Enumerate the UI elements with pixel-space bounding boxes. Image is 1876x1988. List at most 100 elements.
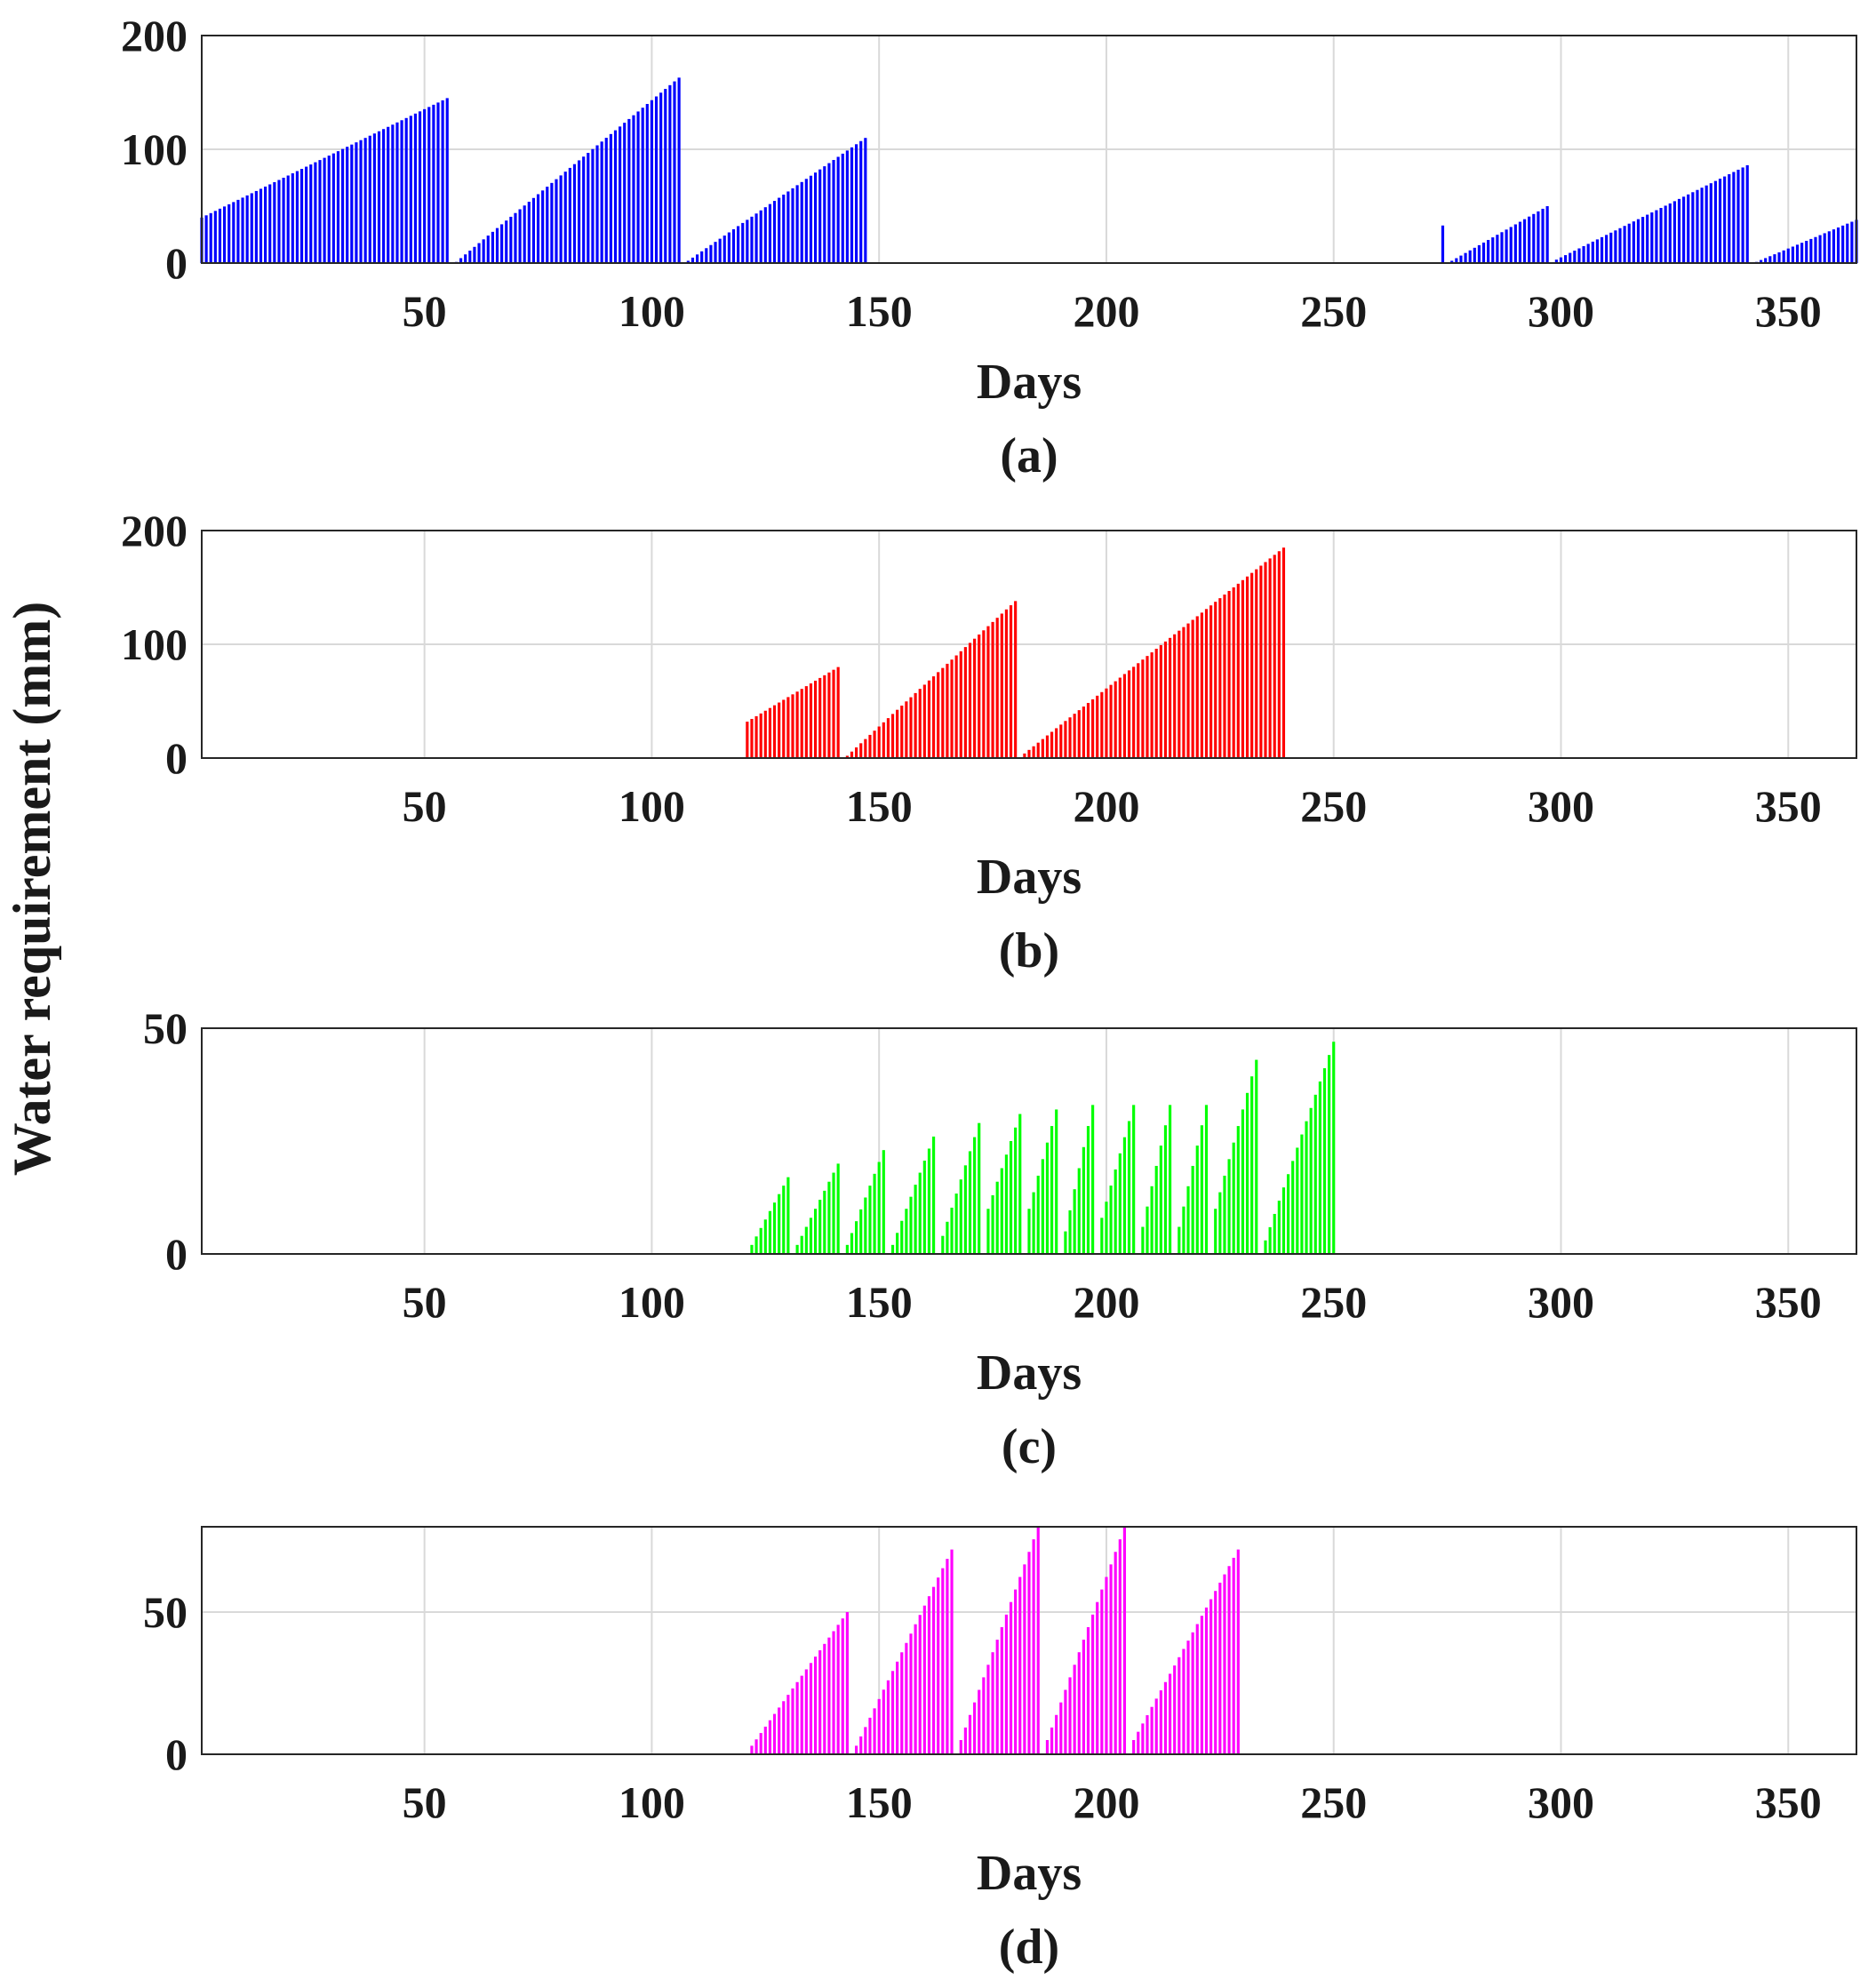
panel-a-bar-day-65 xyxy=(491,231,494,263)
panel-b-x-tick-label-50: 50 xyxy=(403,781,447,831)
panel-a-bar-day-130 xyxy=(786,191,790,263)
panel-b-bar-day-161 xyxy=(927,680,931,758)
panel-a-bar-day-35 xyxy=(355,142,358,263)
panel-a-bar-day-290 xyxy=(1513,224,1517,263)
panel-a-x-tick-label-300: 300 xyxy=(1528,286,1594,336)
panel-d-bar-day-204 xyxy=(1122,1527,1127,1754)
panel-b-bar-day-131 xyxy=(791,694,794,758)
panel-d-bar-day-176 xyxy=(995,1640,999,1754)
panel-a-bar-day-293 xyxy=(1528,216,1531,263)
panel-c-bar-day-208 xyxy=(1141,1226,1145,1254)
panel-c-bar-day-128 xyxy=(778,1194,781,1254)
panel-b-bar-day-154 xyxy=(896,709,899,758)
panel-b-bar-day-227 xyxy=(1227,590,1231,758)
panel-a-bar-day-23 xyxy=(299,169,304,263)
panel-b-bar-day-129 xyxy=(782,699,786,758)
panel-c-bar-day-158 xyxy=(914,1185,917,1254)
panel-d-bar-day-132 xyxy=(795,1681,799,1754)
panel-a-bar-day-328 xyxy=(1687,194,1690,263)
panel-c-bar-day-248 xyxy=(1322,1068,1327,1254)
panel-a-bar-day-88 xyxy=(595,145,599,263)
panel-a-bar-day-50 xyxy=(423,108,427,263)
panel-b-bar-day-151 xyxy=(882,722,885,758)
panel-c-bar-day-146 xyxy=(859,1209,863,1254)
panel-a-x-tick-label-100: 100 xyxy=(619,286,685,336)
panel-a-bar-day-32 xyxy=(340,148,345,263)
panel-a-bar-day-144 xyxy=(850,147,854,263)
panel-c-bar-day-241 xyxy=(1291,1161,1295,1254)
panel-a-bar-day-8 xyxy=(232,202,235,263)
panel-a-bar-day-54 xyxy=(441,100,444,263)
panel-d-bar-day-135 xyxy=(809,1663,813,1754)
panel-a-bar-day-104 xyxy=(668,84,672,263)
panel-d-bar-day-210 xyxy=(1150,1706,1154,1754)
panel-a-bar-day-361 xyxy=(1836,227,1840,263)
panel-a-bar-day-120 xyxy=(741,222,745,263)
panel-b-bar-day-204 xyxy=(1122,674,1127,758)
panel-a-bar-day-314 xyxy=(1623,226,1626,263)
panel-b-bar-day-194 xyxy=(1077,710,1081,758)
panel-c-label: (c) xyxy=(1002,1419,1057,1474)
panel-c-bar-day-199 xyxy=(1100,1218,1104,1254)
panel-a-bar-day-96 xyxy=(632,115,635,263)
panel-d-bar-day-209 xyxy=(1146,1715,1149,1754)
panel-a-bar-day-75 xyxy=(536,194,540,263)
panel-c-bar-day-197 xyxy=(1091,1105,1095,1254)
panel-b-bar-day-191 xyxy=(1064,721,1067,758)
panel-b-y-tick-label-200: 200 xyxy=(121,506,188,555)
panel-c-x-tick-label-150: 150 xyxy=(846,1277,913,1327)
panel-d-bar-day-201 xyxy=(1109,1564,1113,1754)
panel-b-bar-day-234 xyxy=(1259,565,1263,758)
panel-b-bar-day-221 xyxy=(1200,612,1203,758)
panel-c-bar-day-186 xyxy=(1041,1159,1044,1254)
panel-a-bar-day-45 xyxy=(400,120,403,263)
panel-a-bar-day-279 xyxy=(1464,252,1467,263)
panel-c-bar-day-250 xyxy=(1332,1042,1336,1254)
panel-a-bar-day-118 xyxy=(731,228,736,263)
panel-a-bar-day-122 xyxy=(750,216,754,263)
panel-a-bar-day-33 xyxy=(346,147,349,263)
panel-c-bar-day-227 xyxy=(1227,1159,1231,1254)
panel-b-bar-day-215 xyxy=(1173,634,1177,758)
panel-a-bar-day-42 xyxy=(387,126,390,263)
panel-a-bar-day-101 xyxy=(654,96,659,264)
panel-a-bar-day-38 xyxy=(368,135,371,263)
panel-d-bar-day-197 xyxy=(1091,1614,1095,1754)
panel-a-bar-day-20 xyxy=(286,175,290,263)
panel-a-bar-day-95 xyxy=(627,118,631,263)
panel-c-x-ticks: 50 100 150 200 250 300 350 xyxy=(403,1277,1822,1327)
panel-a-x-axis-label: Days xyxy=(977,355,1082,410)
panel-b-bar-day-225 xyxy=(1218,598,1222,758)
panel-a-bar-day-284 xyxy=(1487,240,1490,263)
panel-d-bar-day-171 xyxy=(973,1702,977,1754)
panel-a-bar-day-324 xyxy=(1668,203,1672,263)
panel-a-bar-day-72 xyxy=(523,205,526,263)
panel-c-bar-day-181 xyxy=(1018,1114,1022,1254)
panel-a-bar-day-307 xyxy=(1591,241,1594,263)
panel-b-bar-day-147 xyxy=(864,739,867,758)
panel-a-bar-day-326 xyxy=(1677,198,1681,263)
panel-a-bar-day-66 xyxy=(495,228,499,263)
panel-a-bar-day-58 xyxy=(459,258,463,263)
panel-d-bar-day-124 xyxy=(759,1733,762,1754)
panel-d-bar-day-130 xyxy=(786,1695,790,1754)
panel-a-bar-day-22 xyxy=(295,171,299,263)
panel-d-bar-day-228 xyxy=(1232,1557,1235,1754)
panel-d-x-tick-label-300: 300 xyxy=(1528,1777,1594,1827)
panel-a-bar-day-40 xyxy=(377,131,381,263)
panel-d: 50 100 150 200 250 300 350 0 50 Days (d) xyxy=(143,1526,1857,1975)
panel-d-bar-day-154 xyxy=(896,1661,899,1754)
panel-a-y-tick-label-100: 100 xyxy=(121,124,188,174)
panel-d-bar-day-188 xyxy=(1050,1727,1054,1754)
panel-a-bar-day-132 xyxy=(795,185,799,263)
panel-d-axes-box xyxy=(201,1526,1857,1755)
panel-d-bar-day-134 xyxy=(804,1669,808,1754)
panel-d-bar-day-184 xyxy=(1032,1539,1035,1754)
panel-a-bar-day-300 xyxy=(1559,257,1563,263)
panel-c-bar-day-247 xyxy=(1318,1081,1321,1254)
panel-a-bar-day-4 xyxy=(213,211,217,263)
panel-a-bar-day-318 xyxy=(1641,217,1645,263)
panel-b-bar-day-167 xyxy=(954,655,958,758)
panel-a-bar-day-127 xyxy=(772,201,777,263)
panel-c-bar-day-226 xyxy=(1223,1175,1226,1254)
